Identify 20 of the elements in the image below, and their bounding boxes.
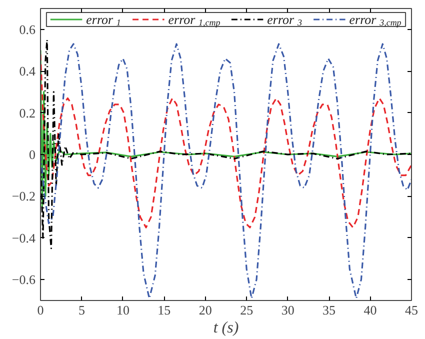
x-axis-title: t (s) xyxy=(213,320,239,336)
x-tick-label: 35 xyxy=(322,302,336,318)
x-tick-label: 10 xyxy=(116,302,130,318)
x-tick-label: 5 xyxy=(78,302,85,318)
x-tick-label: 40 xyxy=(364,302,377,318)
x-tick-label: 15 xyxy=(158,302,171,318)
x-tick-label: 20 xyxy=(198,302,212,318)
y-tick-label: −0.2 xyxy=(12,188,36,204)
x-tick-label: 30 xyxy=(281,302,294,318)
y-tick-label: −0.6 xyxy=(12,272,36,288)
y-tick-label: 0.2 xyxy=(19,105,36,120)
legend-label: error3,cmp xyxy=(349,12,402,28)
y-tick-label: 0.6 xyxy=(19,22,36,37)
y-tick-label: −0.4 xyxy=(12,230,36,246)
y-tick-label: 0.4 xyxy=(19,64,36,79)
x-tick-label: 25 xyxy=(240,302,254,318)
x-tick-label: 45 xyxy=(405,302,418,318)
legend-label: error1,cmp xyxy=(168,12,221,28)
y-tick-label: 0 xyxy=(29,147,36,162)
line-series xyxy=(40,43,412,300)
